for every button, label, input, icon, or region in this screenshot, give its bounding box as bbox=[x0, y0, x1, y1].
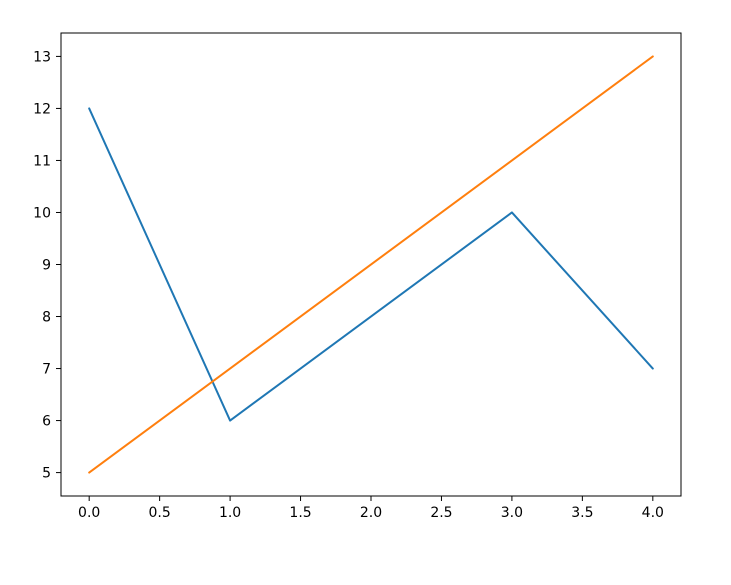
plot-frame bbox=[60, 32, 682, 497]
y-tick-label: 10 bbox=[33, 205, 51, 221]
blue-series-line bbox=[88, 107, 654, 422]
chart-series bbox=[88, 55, 654, 474]
y-tick-label: 12 bbox=[33, 101, 51, 117]
axis-tick-labels: 0.0 0.5 1.0 1.5 2.0 2.5 3.0 3.5 4.0 5 6 7 8 9 10 11 12 13 bbox=[33, 49, 664, 521]
y-tick-label: 5 bbox=[42, 466, 51, 482]
axis-ticks bbox=[56, 55, 654, 501]
x-tick-label: 2.5 bbox=[430, 505, 452, 521]
x-tick-label: 1.5 bbox=[289, 505, 311, 521]
x-tick-label: 3.0 bbox=[501, 505, 523, 521]
x-tick-label: 3.5 bbox=[571, 505, 593, 521]
y-tick-label: 6 bbox=[42, 414, 51, 430]
y-tick-label: 7 bbox=[42, 362, 51, 378]
y-tick-label: 11 bbox=[33, 153, 51, 169]
x-tick-label: 4.0 bbox=[642, 505, 664, 521]
y-tick-label: 8 bbox=[42, 310, 51, 326]
orange-series-line bbox=[88, 55, 654, 474]
x-tick-label: 0.5 bbox=[149, 505, 171, 521]
x-tick-label: 2.0 bbox=[360, 505, 382, 521]
x-tick-label: 1.0 bbox=[219, 505, 241, 521]
x-tick-label: 0.0 bbox=[78, 505, 100, 521]
y-tick-label: 13 bbox=[33, 49, 51, 65]
y-tick-label: 9 bbox=[42, 258, 51, 274]
